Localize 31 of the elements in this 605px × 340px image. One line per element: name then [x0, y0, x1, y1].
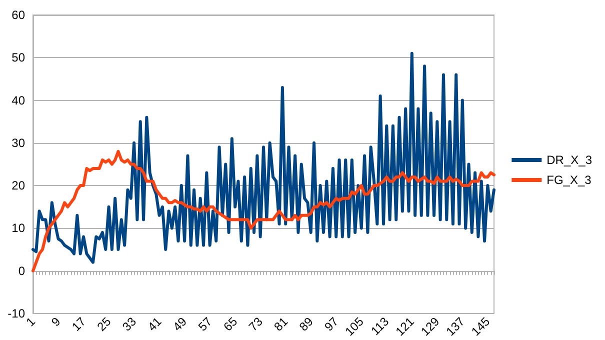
- y-tick-label: 60: [12, 8, 26, 22]
- x-tick-label: 81: [271, 314, 291, 334]
- x-tick-label: 105: [342, 314, 367, 339]
- x-tick-label: 33: [120, 314, 140, 334]
- x-tick-label: 9: [48, 314, 64, 330]
- legend-label: DR_X_3: [546, 153, 592, 167]
- y-tick-label: 50: [12, 50, 26, 65]
- y-tick-label: 30: [12, 136, 26, 150]
- x-tick-label: 1: [23, 314, 38, 330]
- x-tick-label: 113: [368, 314, 392, 338]
- x-tick-label: 89: [296, 314, 316, 334]
- x-tick-label: 25: [94, 314, 114, 334]
- y-tick-label: 0: [18, 264, 26, 278]
- x-tick-label: 41: [144, 314, 164, 334]
- x-tick-label: 129: [418, 314, 442, 339]
- x-tick-label: 65: [220, 314, 240, 334]
- x-tick-label: 145: [468, 314, 493, 339]
- x-tick-label: 97: [322, 314, 342, 334]
- x-tick-label: 57: [195, 314, 215, 334]
- x-tick-label: 73: [246, 314, 266, 334]
- legend-label: FG_X_3: [546, 173, 592, 187]
- x-tick-label: 121: [392, 314, 418, 339]
- line-series: [32, 150, 496, 272]
- y-tick-label: 20: [12, 178, 26, 193]
- x-tick-label: 49: [170, 314, 190, 334]
- line-series: [32, 52, 496, 264]
- y-tick-label: 10: [12, 221, 26, 236]
- x-tick-label: 137: [443, 314, 468, 339]
- y-tick-label: -10: [8, 306, 26, 320]
- x-tick-label: 17: [69, 314, 89, 334]
- y-tick-label: 40: [12, 93, 26, 108]
